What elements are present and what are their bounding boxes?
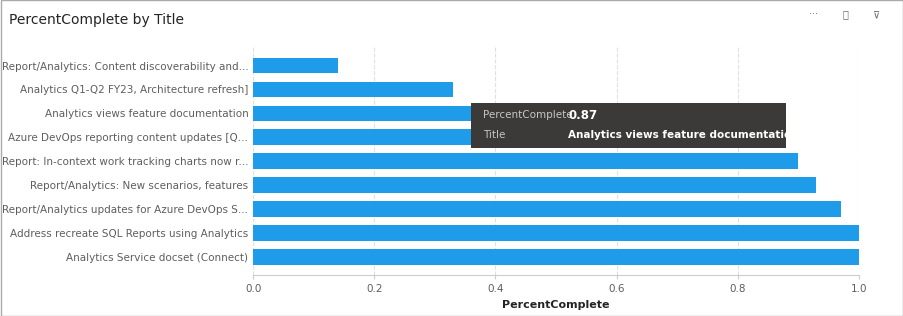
- Text: Title: Title: [483, 130, 505, 140]
- Text: 0.87: 0.87: [567, 109, 597, 122]
- Bar: [253, 177, 815, 193]
- Text: ⧉: ⧉: [842, 9, 847, 20]
- Bar: [253, 82, 452, 97]
- Bar: [253, 106, 779, 121]
- Bar: [253, 249, 858, 264]
- FancyBboxPatch shape: [470, 103, 786, 148]
- Bar: [253, 153, 797, 169]
- Bar: [253, 225, 858, 241]
- Text: PercentComplete: PercentComplete: [483, 110, 573, 120]
- Bar: [253, 130, 779, 145]
- Text: ⊽: ⊽: [872, 9, 880, 20]
- Bar: [253, 201, 840, 217]
- Text: ···: ···: [808, 9, 817, 20]
- Text: PercentComplete by Title: PercentComplete by Title: [9, 13, 184, 27]
- Bar: [253, 58, 338, 73]
- Text: Analytics views feature documentation: Analytics views feature documentation: [567, 130, 798, 140]
- X-axis label: PercentComplete: PercentComplete: [502, 300, 609, 309]
